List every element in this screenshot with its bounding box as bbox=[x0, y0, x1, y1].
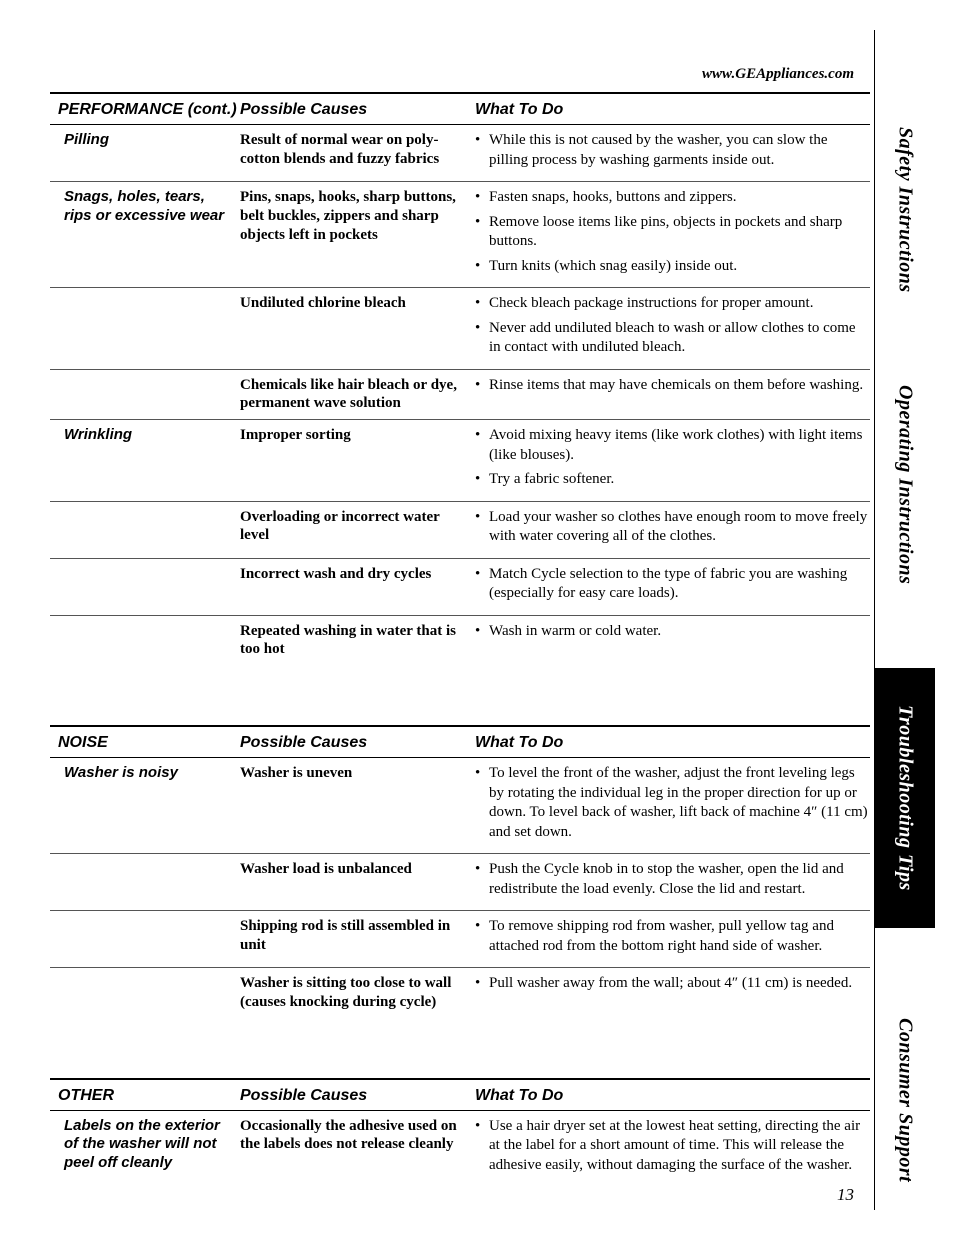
tab-label: Operating Instructions bbox=[894, 385, 917, 584]
section-title: OTHER bbox=[50, 1087, 240, 1105]
todo-item: Check bleach package instructions for pr… bbox=[475, 294, 870, 314]
todo-item: To remove shipping rod from washer, pull… bbox=[475, 917, 870, 956]
todo-cell: Fasten snaps, hooks, buttons and zippers… bbox=[475, 188, 870, 281]
column-header-causes: Possible Causes bbox=[240, 734, 475, 752]
todo-item: While this is not caused by the washer, … bbox=[475, 131, 870, 170]
table-row: Washer load is unbalancedPush the Cycle … bbox=[50, 854, 870, 911]
table-row: Chemicals like hair bleach or dye, perma… bbox=[50, 370, 870, 421]
problem-cell bbox=[50, 508, 240, 552]
tab-label: Consumer Support bbox=[894, 1018, 917, 1182]
sidebar: Safety Instructions Operating Instructio… bbox=[874, 30, 934, 1210]
cause-cell: Washer is uneven bbox=[240, 764, 475, 847]
header-url: www.GEAppliances.com bbox=[702, 66, 854, 83]
page: www.GEAppliances.com Safety Instructions… bbox=[0, 0, 954, 1235]
troubleshooting-section: NOISEPossible CausesWhat To DoWasher is … bbox=[50, 725, 870, 1018]
problem-cell bbox=[50, 860, 240, 904]
troubleshooting-section: OTHERPossible CausesWhat To Do Labels on … bbox=[50, 1078, 870, 1187]
todo-item: Remove loose items like pins, objects in… bbox=[475, 213, 870, 252]
problem-cell bbox=[50, 974, 240, 1012]
table-row: Repeated washing in water that is too ho… bbox=[50, 616, 870, 666]
cause-cell: Overloading or incorrect water level bbox=[240, 508, 475, 552]
problem-cell bbox=[50, 294, 240, 363]
todo-item: Load your washer so clothes have enough … bbox=[475, 508, 870, 547]
todo-item: Push the Cycle knob in to stop the washe… bbox=[475, 860, 870, 899]
problem-cell: Labels on the exterior of the washer wil… bbox=[50, 1117, 240, 1181]
section-header-row: PERFORMANCE (cont.)Possible CausesWhat T… bbox=[50, 92, 870, 125]
todo-item: Wash in warm or cold water. bbox=[475, 622, 870, 642]
column-header-causes: Possible Causes bbox=[240, 1087, 475, 1105]
todo-cell: To remove shipping rod from washer, pull… bbox=[475, 917, 870, 961]
cause-cell: Undiluted chlorine bleach bbox=[240, 294, 475, 363]
todo-item: Avoid mixing heavy items (like work clot… bbox=[475, 426, 870, 465]
todo-item: Match Cycle selection to the type of fab… bbox=[475, 565, 870, 604]
cause-cell: Repeated washing in water that is too ho… bbox=[240, 622, 475, 660]
cause-cell: Chemicals like hair bleach or dye, perma… bbox=[240, 376, 475, 414]
todo-cell: Load your washer so clothes have enough … bbox=[475, 508, 870, 552]
problem-cell bbox=[50, 565, 240, 609]
cause-cell: Incorrect wash and dry cycles bbox=[240, 565, 475, 609]
page-number: 13 bbox=[837, 1185, 854, 1205]
todo-cell: Pull washer away from the wall; about 4″… bbox=[475, 974, 870, 1012]
problem-cell bbox=[50, 376, 240, 414]
table-row: PillingResult of normal wear on poly-cot… bbox=[50, 125, 870, 182]
todo-cell: Use a hair dryer set at the lowest heat … bbox=[475, 1117, 870, 1181]
content-area: PERFORMANCE (cont.)Possible CausesWhat T… bbox=[50, 92, 870, 1246]
column-header-todo: What To Do bbox=[475, 1087, 870, 1105]
todo-item: Pull washer away from the wall; about 4″… bbox=[475, 974, 870, 994]
tab-label: Troubleshooting Tips bbox=[894, 705, 917, 891]
problem-cell: Wrinkling bbox=[50, 426, 240, 495]
todo-item: Rinse items that may have chemicals on t… bbox=[475, 376, 870, 396]
cause-cell: Result of normal wear on poly-cotton ble… bbox=[240, 131, 475, 175]
table-row: Washer is noisyWasher is unevenTo level … bbox=[50, 758, 870, 854]
todo-cell: Match Cycle selection to the type of fab… bbox=[475, 565, 870, 609]
section-title: NOISE bbox=[50, 734, 240, 752]
table-row: Washer is sitting too close to wall (cau… bbox=[50, 968, 870, 1018]
problem-cell: Snags, holes, tears, rips or excessive w… bbox=[50, 188, 240, 281]
todo-item: Try a fabric softener. bbox=[475, 470, 870, 490]
cause-cell: Washer load is unbalanced bbox=[240, 860, 475, 904]
section-header-row: OTHERPossible CausesWhat To Do bbox=[50, 1078, 870, 1111]
todo-cell: While this is not caused by the washer, … bbox=[475, 131, 870, 175]
troubleshooting-section: PERFORMANCE (cont.)Possible CausesWhat T… bbox=[50, 92, 870, 665]
column-header-todo: What To Do bbox=[475, 734, 870, 752]
cause-cell: Washer is sitting too close to wall (cau… bbox=[240, 974, 475, 1012]
problem-cell bbox=[50, 622, 240, 660]
cause-cell: Pins, snaps, hooks, sharp buttons, belt … bbox=[240, 188, 475, 281]
table-row: Overloading or incorrect water levelLoad… bbox=[50, 502, 870, 559]
todo-item: Turn knits (which snag easily) inside ou… bbox=[475, 257, 870, 277]
cause-cell: Occasionally the adhesive used on the la… bbox=[240, 1117, 475, 1181]
tab-consumer-support[interactable]: Consumer Support bbox=[875, 1000, 935, 1200]
table-row: Shipping rod is still assembled in unitT… bbox=[50, 911, 870, 968]
todo-item: To level the front of the washer, adjust… bbox=[475, 764, 870, 842]
todo-item: Never add undiluted bleach to wash or al… bbox=[475, 319, 870, 358]
tab-label: Safety Instructions bbox=[894, 127, 917, 293]
section-title: PERFORMANCE (cont.) bbox=[50, 101, 240, 119]
todo-cell: Avoid mixing heavy items (like work clot… bbox=[475, 426, 870, 495]
cause-cell: Improper sorting bbox=[240, 426, 475, 495]
column-header-todo: What To Do bbox=[475, 101, 870, 119]
table-row: Undiluted chlorine bleachCheck bleach pa… bbox=[50, 288, 870, 370]
todo-cell: To level the front of the washer, adjust… bbox=[475, 764, 870, 847]
column-header-causes: Possible Causes bbox=[240, 101, 475, 119]
tab-troubleshooting-tips[interactable]: Troubleshooting Tips bbox=[875, 668, 935, 928]
todo-item: Fasten snaps, hooks, buttons and zippers… bbox=[475, 188, 870, 208]
tab-safety-instructions[interactable]: Safety Instructions bbox=[875, 110, 935, 310]
table-row: Snags, holes, tears, rips or excessive w… bbox=[50, 182, 870, 288]
todo-cell: Check bleach package instructions for pr… bbox=[475, 294, 870, 363]
section-header-row: NOISEPossible CausesWhat To Do bbox=[50, 725, 870, 758]
table-row: Labels on the exterior of the washer wil… bbox=[50, 1111, 870, 1187]
table-row: WrinklingImproper sortingAvoid mixing he… bbox=[50, 420, 870, 502]
todo-item: Use a hair dryer set at the lowest heat … bbox=[475, 1117, 870, 1176]
cause-cell: Shipping rod is still assembled in unit bbox=[240, 917, 475, 961]
table-row: Incorrect wash and dry cyclesMatch Cycle… bbox=[50, 559, 870, 616]
todo-cell: Rinse items that may have chemicals on t… bbox=[475, 376, 870, 414]
tab-operating-instructions[interactable]: Operating Instructions bbox=[875, 360, 935, 610]
todo-cell: Wash in warm or cold water. bbox=[475, 622, 870, 660]
todo-cell: Push the Cycle knob in to stop the washe… bbox=[475, 860, 870, 904]
problem-cell: Pilling bbox=[50, 131, 240, 175]
problem-cell: Washer is noisy bbox=[50, 764, 240, 847]
problem-cell bbox=[50, 917, 240, 961]
